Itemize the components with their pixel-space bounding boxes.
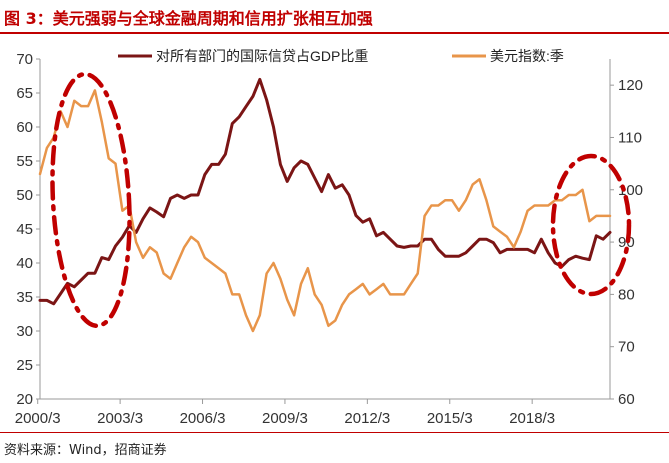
- x-tick-label: 2009/3: [262, 410, 308, 427]
- y-left-tick-label: 45: [16, 221, 33, 238]
- y-left-tick-label: 65: [16, 85, 33, 102]
- y-right-tick-label: 60: [618, 391, 635, 408]
- x-tick-label: 2015/3: [427, 410, 473, 427]
- annotation-ellipse-right: [550, 153, 632, 297]
- x-tick-label: 2018/3: [509, 410, 555, 427]
- series-line-usd: [38, 89, 612, 333]
- y-left-tick-label: 35: [16, 289, 33, 306]
- figure-title: 图 3：美元强弱与全球金融周期和信用扩张相互加强: [4, 9, 373, 28]
- title-bar: 图 3：美元强弱与全球金融周期和信用扩张相互加强: [0, 0, 669, 34]
- x-tick-label: 2000/3: [15, 410, 61, 427]
- x-tick-label: 2012/3: [344, 410, 390, 427]
- legend-label-credit: 对所有部门的国际信贷占GDP比重: [156, 48, 368, 64]
- y-right-tick-label: 80: [618, 286, 635, 303]
- y-left-tick-label: 25: [16, 357, 33, 374]
- series-layer: [38, 77, 612, 333]
- y-right-tick-label: 70: [618, 339, 635, 356]
- legend-label-usd: 美元指数:季: [490, 48, 564, 64]
- y-right-tick-label: 120: [618, 77, 643, 94]
- x-tick-label: 2003/3: [97, 410, 143, 427]
- source-note: 资料来源：Wind，招商证券: [4, 443, 167, 458]
- chart-area: 20 25 30 35 40 45 50 55 60 65 70 60 70 80 90 100 110 120 2…: [0, 34, 669, 432]
- y-left-tick-label: 30: [16, 323, 33, 340]
- annotation-layer: [50, 71, 632, 329]
- y-left-tick-label: 20: [16, 391, 33, 408]
- y-left-tick-label: 70: [16, 51, 33, 68]
- source-bar: 资料来源：Wind，招商证券: [0, 432, 669, 463]
- y-left-tick-label: 55: [16, 153, 33, 170]
- y-left-tick-label: 60: [16, 119, 33, 136]
- x-tick-label: 2006/3: [180, 410, 226, 427]
- y-right-tick-label: 110: [618, 129, 642, 146]
- axes-layer: 2025303540455055606570607080901001101202…: [15, 51, 643, 427]
- y-left-tick-label: 40: [16, 255, 33, 272]
- y-left-tick-label: 50: [16, 187, 33, 204]
- line-chart: 2025303540455055606570607080901001101202…: [15, 48, 643, 427]
- legend: 对所有部门的国际信贷占GDP比重 美元指数:季: [118, 48, 564, 64]
- annotation-ellipse-left: [50, 71, 132, 329]
